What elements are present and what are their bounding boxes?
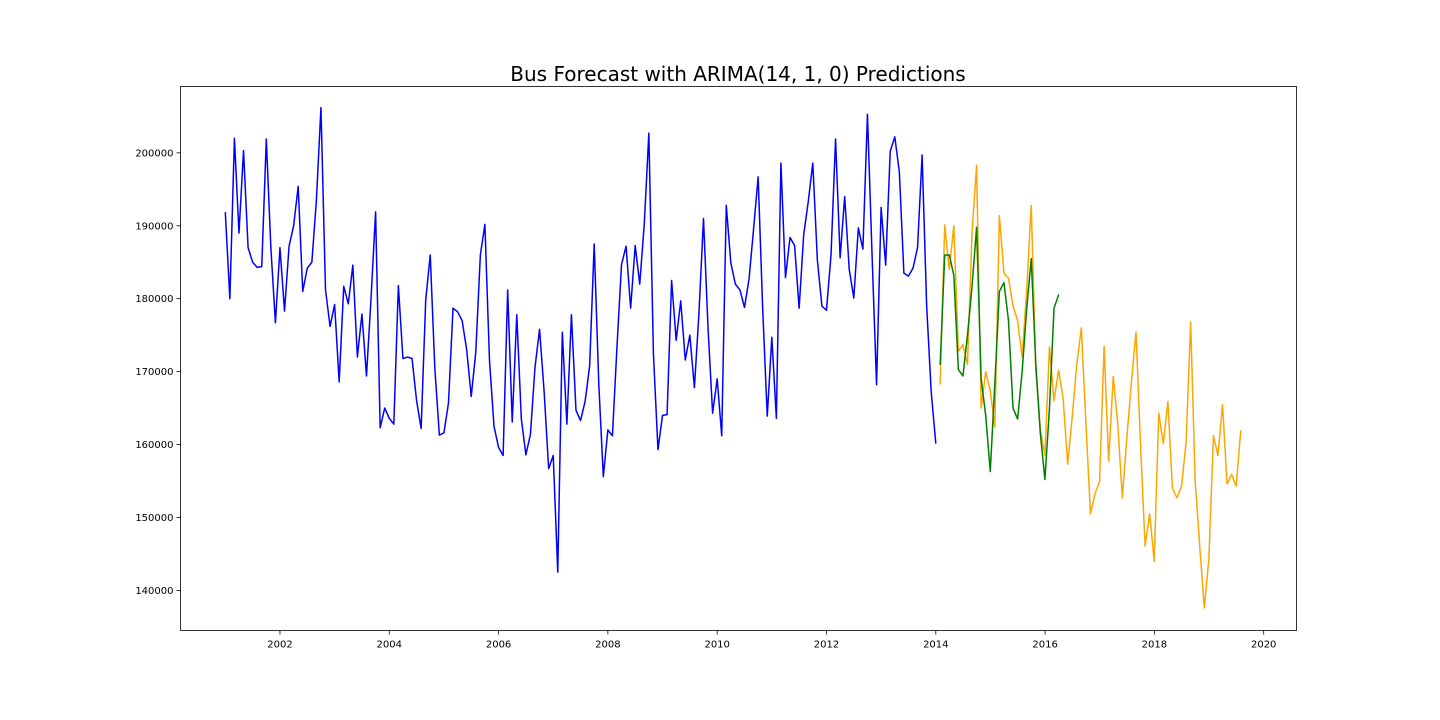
x-tick-label: 2018 (1142, 640, 1167, 651)
y-tick-label: 140000 (135, 586, 173, 597)
series-line-2 (939, 164, 1242, 609)
series-line-3 (939, 226, 1060, 481)
x-axis: 2002 2004 2006 2008 2010 2012 2014 2016 2018 2020 (267, 630, 1276, 651)
x-tick-label: 2004 (377, 640, 402, 651)
y-axis: 140000 150000 160000 170000 180000 190000 2000… (135, 148, 181, 597)
y-tick-label: 180000 (135, 294, 173, 305)
y-tick-label: 190000 (135, 221, 173, 232)
x-tick-label: 2016 (1032, 640, 1057, 651)
plot-lines (224, 106, 1242, 609)
chart-title: Bus Forecast with ARIMA(14, 1, 0) Predic… (510, 62, 965, 86)
x-tick-label: 2014 (923, 640, 948, 651)
axes-frame (180, 86, 1297, 631)
x-tick-label: 2008 (595, 640, 620, 651)
y-tick-label: 200000 (135, 148, 173, 159)
y-tick-label: 150000 (135, 513, 173, 524)
x-tick-label: 2006 (486, 640, 511, 651)
x-tick-label: 2002 (267, 640, 292, 651)
series-line-1 (224, 106, 937, 573)
x-tick-label: 2020 (1251, 640, 1276, 651)
y-tick-label: 160000 (135, 440, 173, 451)
y-tick-label: 170000 (135, 367, 173, 378)
x-tick-label: 2012 (814, 640, 839, 651)
x-tick-label: 2010 (704, 640, 729, 651)
